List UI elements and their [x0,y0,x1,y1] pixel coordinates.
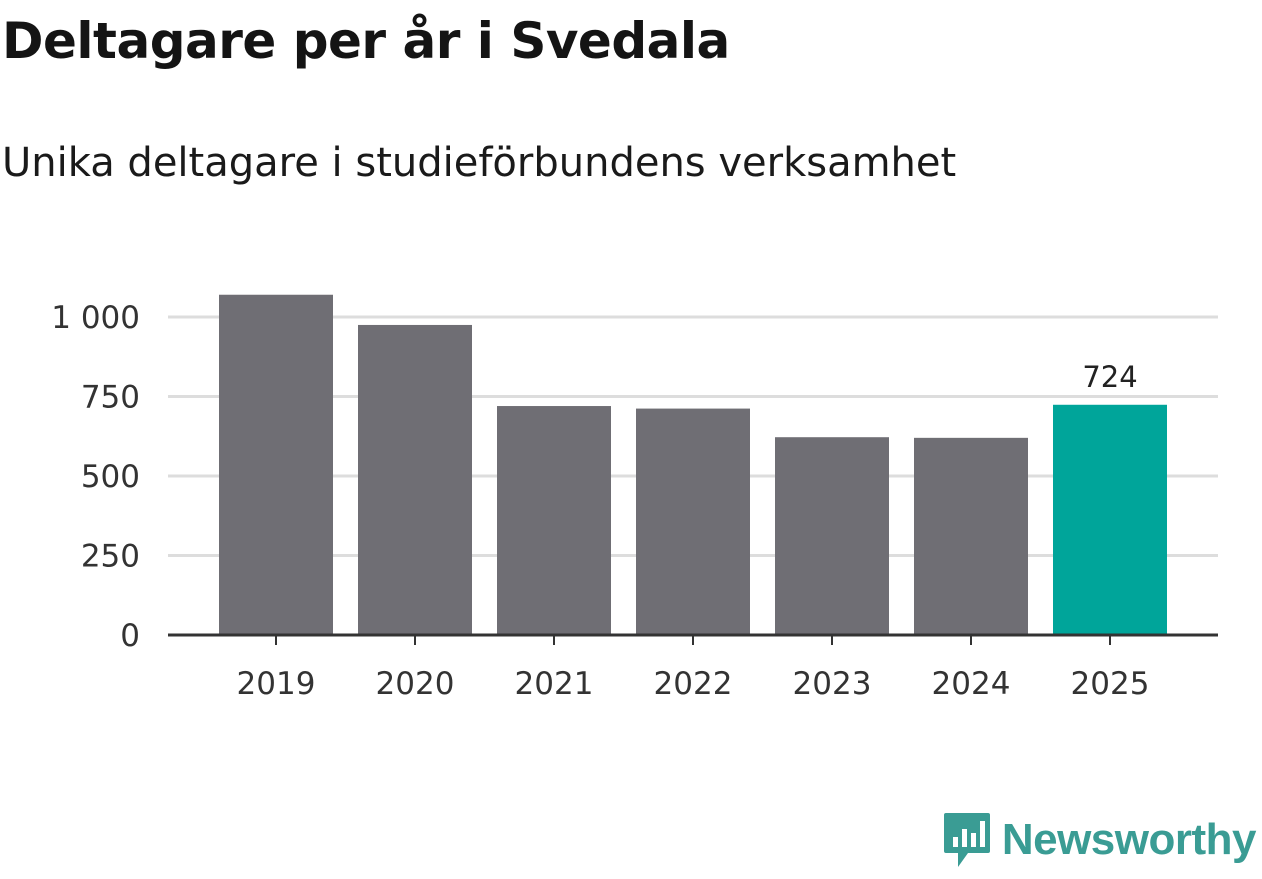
x-tick-label: 2024 [932,666,1011,702]
bar-2025 [1053,404,1167,635]
x-tick-label: 2020 [376,666,455,702]
y-tick-label: 500 [81,459,140,495]
y-tick-label: 0 [120,618,140,654]
y-tick-label: 1 000 [51,300,140,336]
chart-title: Deltagare per år i Svedala [2,12,730,70]
bar-2024 [914,437,1028,635]
newsworthy-logo: Newsworthy [942,811,1257,869]
x-tick-label: 2023 [793,666,872,702]
x-tick-label: 2021 [515,666,594,702]
bar-2020 [358,324,472,635]
bar-2019 [219,294,333,635]
x-tick-label: 2019 [237,666,316,702]
data-label: 724 [1082,360,1137,394]
y-tick-label: 750 [81,380,140,416]
bar-2023 [775,437,889,635]
x-tick-label: 2025 [1071,666,1150,702]
brand-name: Newsworthy [1001,815,1257,864]
y-tick-label: 250 [81,539,140,575]
bar-2021 [497,406,611,635]
chart-subtitle: Unika deltagare i studieförbundens verks… [2,140,957,186]
x-tick-label: 2022 [654,666,733,702]
bar-2022 [636,408,750,635]
newsworthy-logo-icon [943,813,990,867]
